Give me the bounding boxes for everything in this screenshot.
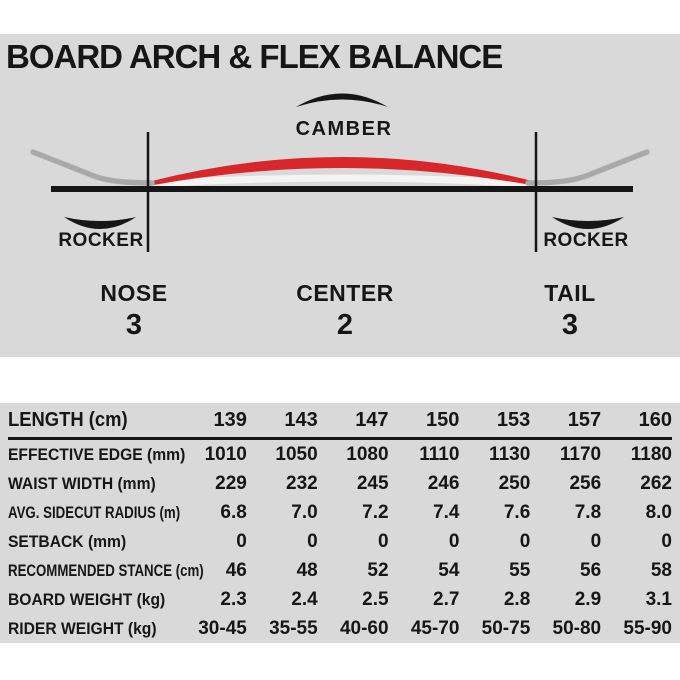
spec-cell: 2.8 bbox=[503, 588, 531, 610]
length-value: 143 bbox=[284, 408, 318, 431]
spec-cell: 7.4 bbox=[433, 501, 460, 523]
length-value: 160 bbox=[638, 408, 672, 431]
spec-cell: 0 bbox=[236, 530, 247, 552]
spec-cell: 40-60 bbox=[339, 617, 389, 639]
spec-cell: 1010 bbox=[204, 443, 247, 465]
length-value: 150 bbox=[426, 408, 460, 431]
zone-nose-label: NOSE bbox=[100, 280, 168, 306]
board-profile-diagram bbox=[30, 93, 650, 252]
spec-cell: 0 bbox=[307, 530, 318, 552]
arch-flex-section: BOARD ARCH & FLEX BALANCE CAMBER ROCKER … bbox=[0, 34, 680, 357]
spec-cell: 55-90 bbox=[623, 617, 672, 639]
spec-row-label: BOARD WEIGHT (kg) bbox=[8, 589, 166, 609]
zone-tail: TAIL 3 bbox=[490, 280, 650, 342]
spec-cell: 58 bbox=[650, 559, 672, 581]
spec-cell: 50-75 bbox=[481, 617, 531, 639]
spec-cell: 0 bbox=[519, 530, 531, 552]
spec-header-row: LENGTH (cm) 139 143 147 150 153 157 160 bbox=[8, 403, 672, 440]
spec-row-effective-edge: EFFECTIVE EDGE (mm) 1010 1050 1080 1110 … bbox=[8, 440, 672, 469]
spec-cell: 0 bbox=[661, 530, 672, 552]
rocker-arc-icon-right bbox=[552, 217, 624, 229]
spec-cell: 2.5 bbox=[362, 588, 389, 610]
length-value: 139 bbox=[213, 408, 247, 431]
spec-row-waist-width: WAIST WIDTH (mm) 229 232 245 246 250 256… bbox=[8, 469, 672, 498]
spec-row-label: WAIST WIDTH (mm) bbox=[8, 473, 156, 493]
spec-cell: 250 bbox=[498, 472, 531, 494]
spec-cell: 229 bbox=[215, 472, 247, 494]
length-value: 157 bbox=[567, 408, 602, 431]
spec-cell: 232 bbox=[286, 472, 318, 494]
camber-arc-icon bbox=[296, 93, 388, 107]
spec-cell: 54 bbox=[438, 559, 460, 581]
spec-cell: 262 bbox=[640, 472, 672, 494]
spec-row-recommended-stance: RECOMMENDED STANCE (cm) 46 48 52 54 55 5… bbox=[8, 556, 672, 585]
spec-cell: 2.7 bbox=[433, 588, 460, 610]
zone-tail-label: TAIL bbox=[544, 280, 596, 306]
spec-cell: 1050 bbox=[275, 443, 318, 465]
spec-cell: 1080 bbox=[346, 443, 389, 465]
spec-row-setback: SETBACK (mm) 0 0 0 0 0 0 0 bbox=[8, 527, 672, 556]
spec-cell: 35-55 bbox=[269, 617, 318, 639]
rocker-arc-icon-left bbox=[64, 217, 136, 229]
spec-cell: 30-45 bbox=[198, 617, 247, 639]
spec-cell: 0 bbox=[448, 530, 460, 552]
spec-cell: 7.0 bbox=[291, 501, 318, 523]
spec-cell: 52 bbox=[367, 559, 389, 581]
spec-row-rider-weight: RIDER WEIGHT (kg) 30-45 35-55 40-60 45-7… bbox=[8, 614, 672, 643]
zone-tail-flex-value: 3 bbox=[561, 309, 579, 341]
board-underside-highlight bbox=[151, 174, 533, 188]
spec-cell: 245 bbox=[356, 472, 389, 494]
spec-row-label: SETBACK (mm) bbox=[8, 531, 127, 551]
zone-center-label: CENTER bbox=[296, 280, 394, 306]
spec-cell: 2.4 bbox=[291, 588, 318, 610]
zone-nose-flex-value: 3 bbox=[125, 309, 143, 341]
spec-row-label: AVG. SIDECUT RADIUS (m) bbox=[8, 502, 181, 522]
spec-cell: 55 bbox=[509, 559, 531, 581]
spec-cell: 246 bbox=[427, 472, 460, 494]
spec-row-label: RECOMMENDED STANCE (cm) bbox=[8, 560, 204, 580]
spec-cell: 48 bbox=[296, 559, 318, 581]
zone-center-flex-value: 2 bbox=[336, 309, 354, 341]
spec-cell: 7.2 bbox=[362, 501, 389, 523]
spec-cell: 1180 bbox=[630, 443, 672, 465]
spec-cell: 8.0 bbox=[645, 501, 672, 523]
nose-rocker-curve bbox=[30, 149, 155, 186]
spec-cell: 56 bbox=[580, 559, 602, 581]
camber-curve bbox=[148, 157, 536, 186]
spec-row-label: RIDER WEIGHT (kg) bbox=[8, 618, 157, 638]
length-value: 153 bbox=[496, 408, 531, 431]
spec-cell: 1110 bbox=[419, 443, 460, 465]
length-value: 147 bbox=[355, 408, 389, 431]
spec-cell: 0 bbox=[590, 530, 602, 552]
section-title: BOARD ARCH & FLEX BALANCE bbox=[6, 38, 503, 75]
rocker-label-right: ROCKER bbox=[543, 230, 629, 251]
spec-table: LENGTH (cm) 139 143 147 150 153 157 160 … bbox=[0, 403, 680, 643]
spec-header-label: LENGTH (cm) bbox=[8, 408, 128, 431]
spec-cell: 1170 bbox=[559, 443, 602, 465]
spec-cell: 0 bbox=[377, 530, 389, 552]
zone-center: CENTER 2 bbox=[265, 280, 425, 342]
spec-cell: 2.9 bbox=[574, 588, 602, 610]
spec-cell: 45-70 bbox=[410, 617, 460, 639]
spec-cell: 7.8 bbox=[574, 501, 602, 523]
spec-row-label: EFFECTIVE EDGE (mm) bbox=[8, 444, 186, 464]
spec-cell: 2.3 bbox=[220, 588, 247, 610]
spec-cell: 6.8 bbox=[220, 501, 247, 523]
spec-cell: 50-80 bbox=[552, 617, 602, 639]
rocker-label-left: ROCKER bbox=[58, 230, 144, 251]
spec-cell: 46 bbox=[225, 559, 247, 581]
tail-rocker-curve bbox=[525, 149, 650, 186]
spec-row-sidecut-radius: AVG. SIDECUT RADIUS (m) 6.8 7.0 7.2 7.4 … bbox=[8, 498, 672, 527]
spec-cell: 3.1 bbox=[645, 588, 672, 610]
spec-cell: 7.6 bbox=[503, 501, 531, 523]
camber-label: CAMBER bbox=[295, 118, 393, 140]
spec-cell: 1130 bbox=[489, 443, 531, 465]
zone-nose: NOSE 3 bbox=[54, 280, 214, 342]
spec-cell: 256 bbox=[569, 472, 602, 494]
spec-row-board-weight: BOARD WEIGHT (kg) 2.3 2.4 2.5 2.7 2.8 2.… bbox=[8, 585, 672, 614]
